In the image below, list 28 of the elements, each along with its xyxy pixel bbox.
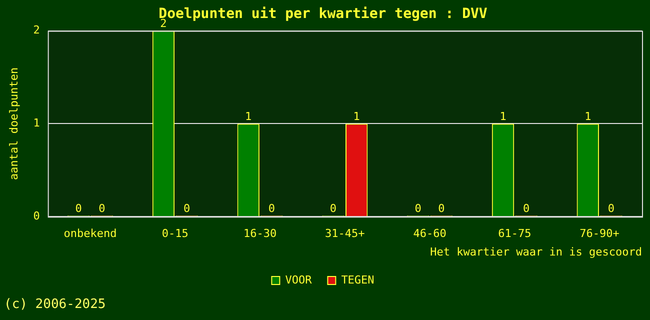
x-tick-label: 76-90+ [580, 227, 620, 240]
x-tick-label: 46-60 [413, 227, 446, 240]
data-label: 0 [98, 202, 106, 215]
data-label: 0 [75, 202, 82, 215]
data-label: 1 [500, 110, 506, 124]
data-label: 0 [438, 202, 445, 215]
y-axis-title: aantal doelpunten [7, 67, 20, 180]
x-tick-label: onbekend [64, 227, 117, 240]
data-label: 0 [523, 202, 530, 215]
x-tick-label: 31-45+ [325, 227, 366, 240]
x-tick-label: 61-75 [498, 227, 532, 240]
data-label: 1 [245, 110, 252, 124]
data-label: 0 [414, 202, 422, 215]
data-label: 0 [608, 202, 615, 215]
data-label: 1 [584, 110, 592, 124]
y-tick-label: 1 [33, 116, 40, 130]
data-label: 0 [268, 202, 276, 215]
data-label: 0 [184, 202, 190, 215]
legend-label: VOOR [285, 273, 312, 286]
x-tick-label: 16-30 [243, 227, 277, 240]
y-tick-label: 0 [33, 209, 40, 222]
text: (c) 2006-2025 [4, 297, 106, 312]
x-tick-label: 0-15 [162, 227, 188, 240]
y-tick-label: 2 [33, 24, 40, 37]
data-label: 0 [330, 202, 337, 215]
legend-label: TEGEN [341, 273, 374, 286]
data-label: 1 [353, 110, 360, 124]
x-axis-title: Het kwartier waar in is gescoord [430, 245, 642, 258]
